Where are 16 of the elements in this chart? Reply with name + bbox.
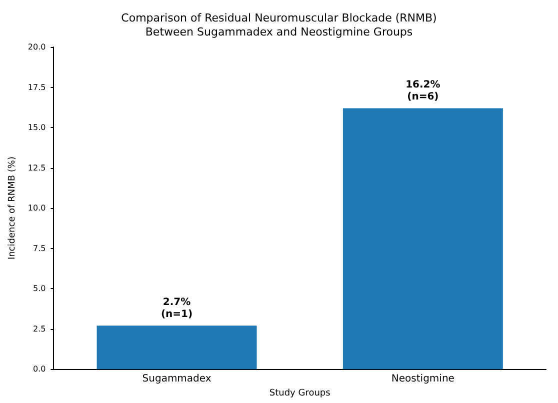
- y-tick-label: 7.5: [32, 244, 46, 253]
- data-label: 2.7% (n=1): [160, 297, 193, 320]
- y-tick-label: 2.5: [32, 324, 46, 334]
- data-label: 16.2% (n=6): [406, 80, 440, 103]
- y-axis-title: Incidence of RNMB (%): [8, 156, 18, 260]
- y-tick-label: 10.0: [28, 204, 46, 213]
- y-tick-label: 17.5: [28, 82, 46, 92]
- x-axis-title: Study Groups: [269, 388, 331, 398]
- y-tick-label: 15.0: [28, 123, 46, 132]
- y-tick-label: 0.0: [32, 364, 46, 374]
- chart-title: Comparison of Residual Neuromuscular Blockade (RNMB) Between Sugammadex and Neostigmine Groups: [121, 12, 437, 38]
- y-tick-label: 20.0: [28, 42, 46, 52]
- x-tick-label: Neostigmine: [391, 374, 454, 385]
- y-tick-label: 5.0: [32, 284, 46, 294]
- y-tick-label: 12.5: [28, 163, 46, 172]
- x-tick-label: Sugammadex: [142, 374, 212, 385]
